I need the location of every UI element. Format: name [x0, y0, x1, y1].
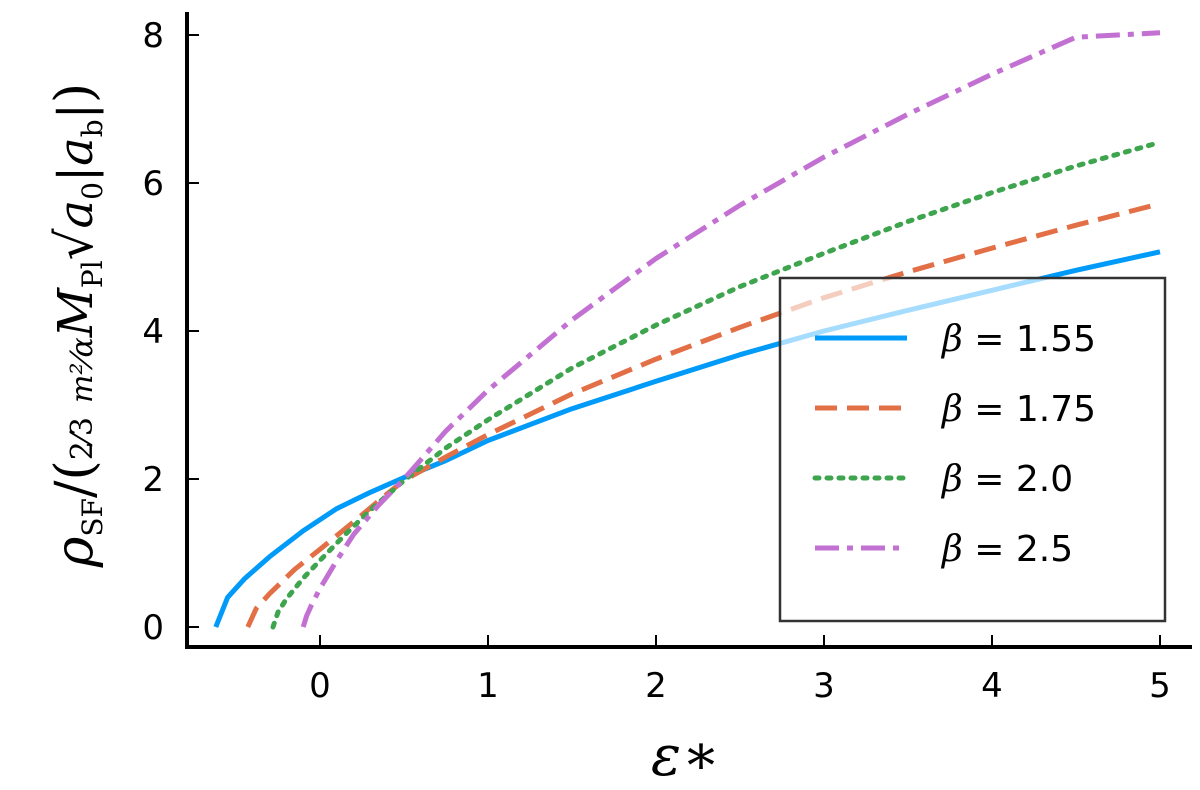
legend-label-2: β = 1.75	[940, 389, 1096, 430]
x-tick-label: 3	[813, 666, 835, 706]
y-axis-title: ρSF/(2⁄3 m²⁄αMPl√a0|ab|)	[45, 83, 109, 568]
series-line-2	[245, 201, 1161, 629]
x-tick-label: 4	[981, 666, 1003, 706]
y-tick-label: 8	[142, 16, 164, 56]
legend: β = 1.55 β = 1.75 β = 2.0 β = 2.5	[778, 276, 1167, 623]
x-tick-label: 2	[645, 666, 667, 706]
ticks: 0 1 2 3 4 5 0 2 4 6 8	[142, 16, 1170, 706]
series-line-3	[270, 139, 1163, 630]
legend-label-1: β = 1.55	[940, 319, 1096, 360]
x-tick-label: 5	[1149, 666, 1171, 706]
axes	[185, 12, 1192, 649]
y-tick-label: 0	[142, 608, 164, 648]
y-tick-label: 4	[142, 312, 164, 352]
y-tick-label: 6	[142, 164, 164, 204]
legend-label-3: β = 2.0	[940, 459, 1073, 500]
x-axis-title: ε *	[651, 724, 715, 790]
x-tick-label: 1	[477, 666, 499, 706]
svg-text:ρSF/(2⁄3 m²⁄αMPl√a0|ab|): ρSF/(2⁄3 m²⁄αMPl√a0|ab|)	[45, 83, 109, 568]
x-tick-label: 0	[309, 666, 331, 706]
y-tick-label: 2	[142, 460, 164, 500]
legend-box	[778, 276, 1167, 623]
legend-label-4: β = 2.5	[940, 529, 1073, 570]
